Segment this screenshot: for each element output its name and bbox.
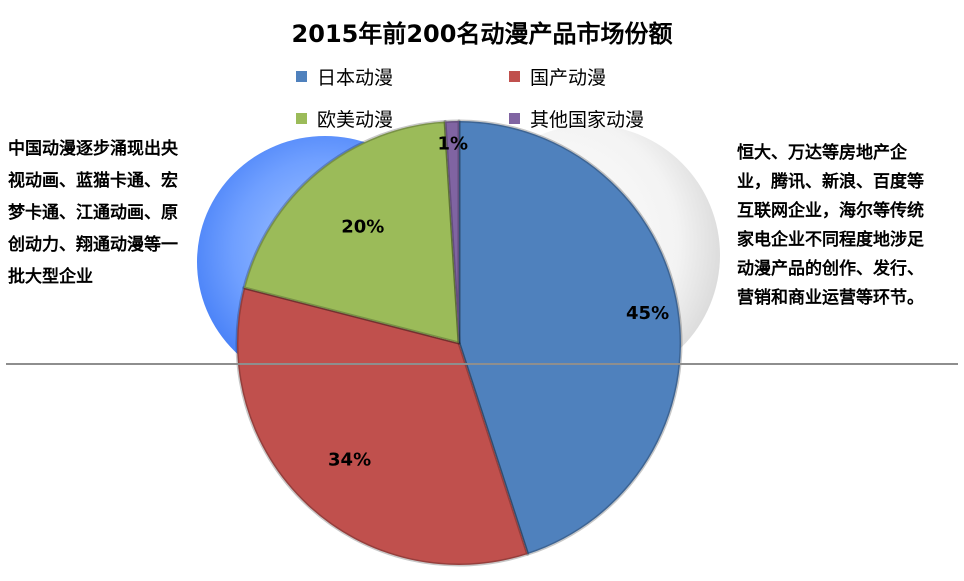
pie-slice-western bbox=[242, 119, 461, 345]
legend-label-other: 其他国家动漫 bbox=[530, 108, 645, 131]
slice-label-japan: 45% bbox=[626, 303, 669, 324]
right-annotation: 恒大、万达等房地产企业，腾讯、新浪、百度等互联网企业，海尔等传统家电企业不同程度… bbox=[737, 143, 924, 308]
slice-label-china: 34% bbox=[328, 450, 371, 471]
legend-label-japan: 日本动漫 bbox=[317, 66, 394, 89]
slice-label-western: 20% bbox=[341, 217, 384, 238]
legend-item-japan: 日本动漫 bbox=[296, 64, 394, 89]
slice-label-other: 1% bbox=[437, 133, 468, 154]
horizontal-divider bbox=[6, 363, 958, 365]
legend-label-western: 欧美动漫 bbox=[317, 108, 394, 131]
left-annotation: 中国动漫逐步涌现出央视动画、蓝猫卡通、宏梦卡通、江通动画、原创动力、翔通动漫等一… bbox=[8, 139, 178, 287]
pie-slice-china bbox=[235, 286, 530, 567]
legend-swatch-china bbox=[509, 70, 520, 82]
pie-slice-other bbox=[443, 119, 461, 345]
legend-item-western: 欧美动漫 bbox=[296, 106, 394, 131]
legend-swatch-japan bbox=[296, 70, 307, 82]
chart-title: 2015年前200名动漫产品市场份额 bbox=[291, 20, 673, 48]
legend-item-china: 国产动漫 bbox=[509, 64, 607, 89]
legend-label-china: 国产动漫 bbox=[530, 66, 607, 89]
legend-swatch-western bbox=[296, 112, 307, 124]
pie-slice-japan bbox=[457, 119, 683, 556]
legend-swatch-other bbox=[509, 112, 520, 124]
legend-item-other: 其他国家动漫 bbox=[509, 106, 645, 131]
